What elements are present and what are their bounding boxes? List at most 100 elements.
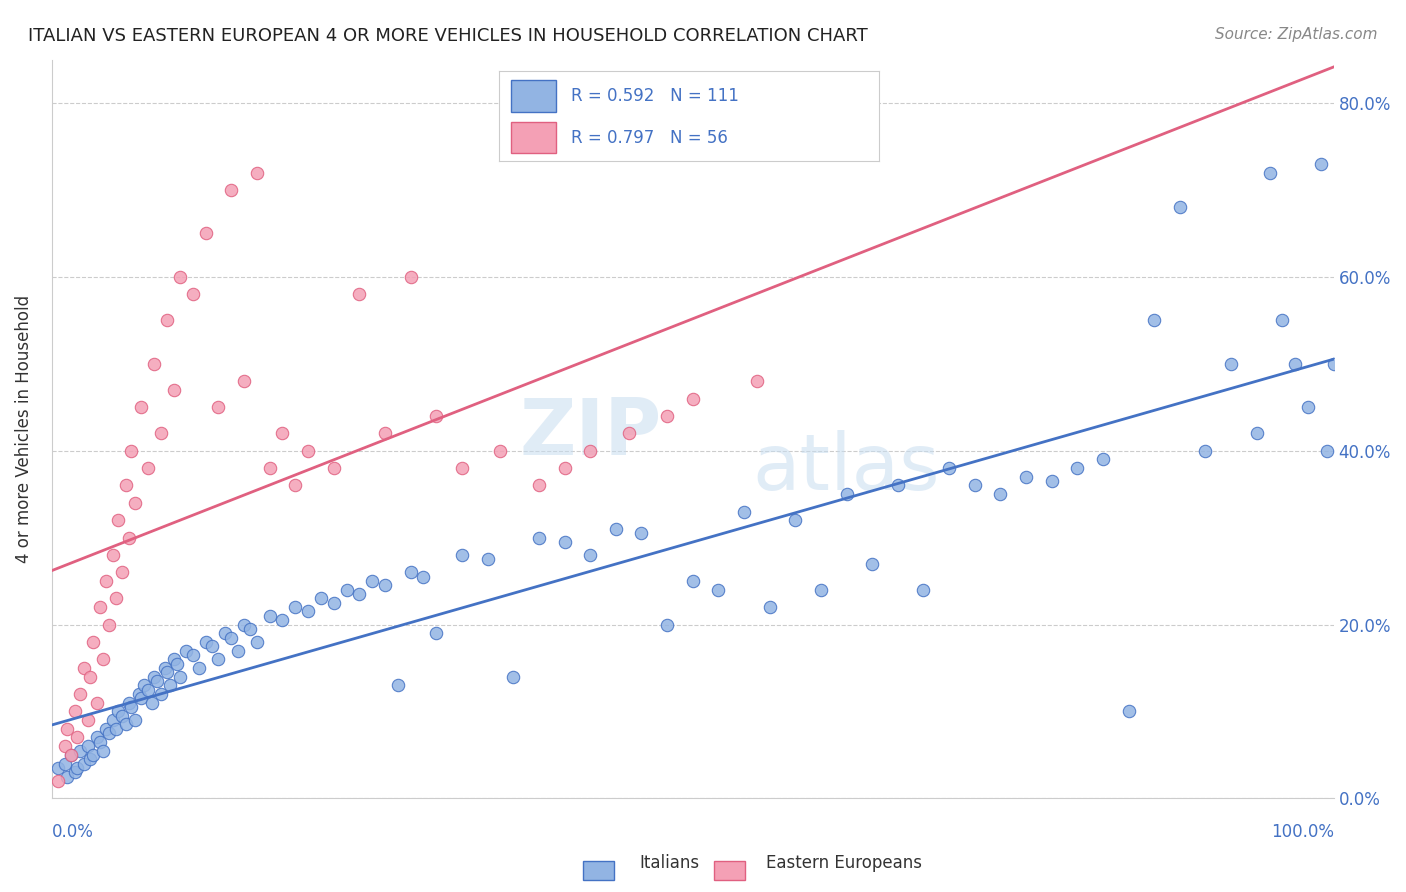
Point [82, 747, 104, 762]
Point [233, 617, 256, 632]
Point [115, 478, 138, 492]
Text: Source: ZipAtlas.com: Source: ZipAtlas.com [1215, 27, 1378, 42]
Point [219, 631, 242, 645]
Point [745, 374, 768, 388]
Point [1194, 443, 1216, 458]
Point [120, 700, 142, 714]
Point [322, 596, 344, 610]
Point [361, 574, 384, 588]
Point [214, 626, 236, 640]
Text: ITALIAN VS EASTERN EUROPEAN 4 OR MORE VEHICLES IN HOUSEHOLD CORRELATION CHART: ITALIAN VS EASTERN EUROPEAN 4 OR MORE VE… [28, 27, 868, 45]
Point [374, 578, 396, 592]
Point [82, 635, 104, 649]
Point [1246, 426, 1268, 441]
Point [1284, 357, 1306, 371]
Point [86, 696, 108, 710]
Point [219, 183, 242, 197]
Point [259, 461, 281, 475]
Point [1015, 469, 1038, 483]
Text: 100.0%: 100.0% [1271, 823, 1334, 841]
Point [194, 227, 217, 241]
Point [53, 756, 76, 771]
Point [79, 752, 101, 766]
Point [451, 461, 474, 475]
Point [111, 708, 134, 723]
Point [297, 605, 319, 619]
Point [707, 582, 730, 597]
Point [860, 557, 883, 571]
Point [1220, 357, 1243, 371]
Point [107, 513, 129, 527]
Point [1066, 461, 1088, 475]
Point [89, 600, 111, 615]
Point [322, 461, 344, 475]
Point [1323, 357, 1346, 371]
Point [451, 548, 474, 562]
Point [758, 600, 780, 615]
Point [1118, 705, 1140, 719]
Point [104, 722, 127, 736]
Point [149, 426, 172, 441]
Text: ZIP: ZIP [519, 395, 661, 471]
Point [76, 713, 98, 727]
Point [46, 773, 69, 788]
Point [143, 670, 166, 684]
Point [1296, 401, 1319, 415]
Point [309, 591, 332, 606]
Point [98, 617, 121, 632]
Point [124, 713, 146, 727]
Point [246, 165, 269, 179]
Point [124, 496, 146, 510]
Point [156, 665, 179, 680]
Point [120, 443, 142, 458]
Point [1271, 313, 1294, 327]
Point [94, 722, 117, 736]
FancyBboxPatch shape [510, 80, 557, 112]
Point [733, 504, 755, 518]
Point [399, 269, 422, 284]
Point [131, 691, 153, 706]
Point [181, 287, 204, 301]
Y-axis label: 4 or more Vehicles in Household: 4 or more Vehicles in Household [15, 295, 32, 563]
Point [66, 731, 89, 745]
Point [297, 443, 319, 458]
Point [1040, 474, 1063, 488]
Point [553, 461, 575, 475]
Point [682, 392, 704, 406]
Point [527, 531, 550, 545]
Point [59, 747, 82, 762]
Text: R = 0.797   N = 56: R = 0.797 N = 56 [571, 129, 728, 147]
Point [79, 670, 101, 684]
Point [162, 383, 184, 397]
Point [201, 639, 224, 653]
Point [1143, 313, 1166, 327]
Point [91, 652, 114, 666]
Point [1168, 200, 1191, 214]
Point [89, 735, 111, 749]
Point [166, 657, 188, 671]
Point [579, 443, 602, 458]
Point [655, 409, 678, 423]
Point [579, 548, 602, 562]
Text: R = 0.592   N = 111: R = 0.592 N = 111 [571, 87, 740, 105]
Point [73, 756, 96, 771]
Point [617, 426, 640, 441]
Point [146, 673, 169, 688]
Point [107, 705, 129, 719]
Point [655, 617, 678, 632]
Point [1316, 443, 1339, 458]
Point [143, 357, 166, 371]
Point [1309, 157, 1331, 171]
Point [156, 313, 179, 327]
Point [103, 713, 125, 727]
Point [91, 743, 114, 757]
Point [86, 731, 108, 745]
Point [785, 513, 807, 527]
Point [1091, 452, 1114, 467]
Point [284, 478, 307, 492]
Point [259, 608, 281, 623]
Point [162, 652, 184, 666]
Point [56, 722, 79, 736]
Point [69, 743, 91, 757]
Point [59, 747, 82, 762]
